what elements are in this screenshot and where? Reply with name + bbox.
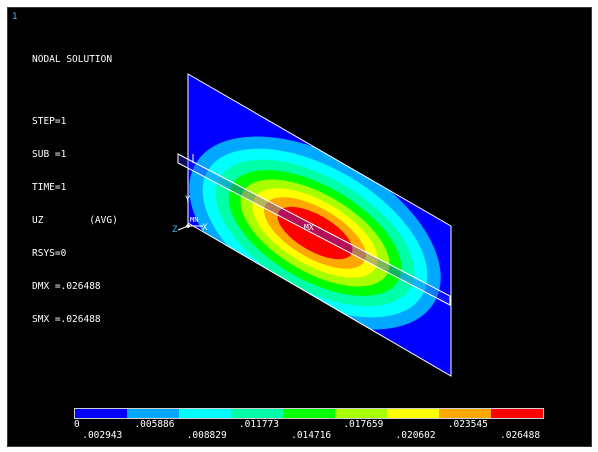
smx-label: SMX =.026488 [32,314,101,325]
coordinate-triad: Y X Z MN [172,195,208,235]
legend-swatch-5 [283,409,335,418]
color-legend-bar [74,408,544,419]
rsys-label: RSYS=0 [32,248,67,259]
graphics-window[interactable]: 1 NODAL SOLUTION STEP=1 SUB =1 TIME=1 UZ… [7,7,592,447]
plot-title: NODAL SOLUTION [32,54,113,65]
legend-tick-bottom-4: .020602 [395,430,436,441]
y-axis-label: Y [185,195,191,205]
step-label: STEP=1 [32,116,67,127]
result-item-label: UZ (AVG) [32,215,118,226]
legend-tick-bottom-3: .014716 [291,430,332,441]
window-number: 1 [12,12,18,22]
legend-tick-top-3: .011773 [238,419,279,430]
substep-label: SUB =1 [32,149,67,160]
legend-swatch-1 [75,409,127,418]
time-label: TIME=1 [32,182,67,193]
legend-tick-top-1: 0 [74,419,80,430]
legend-swatch-9 [491,409,543,418]
legend-tick-bottom-5: .026488 [500,430,541,441]
solution-info-panel: NODAL SOLUTION STEP=1 SUB =1 TIME=1 UZ (… [32,32,118,347]
x-axis-label: X [202,223,208,233]
legend-swatch-6 [335,409,387,418]
legend-swatch-4 [231,409,283,418]
legend-tick-top-2: .005886 [134,419,175,430]
legend-tick-bottom-1: .002943 [82,430,123,441]
plate-outline [187,73,452,377]
legend-swatch-7 [387,409,439,418]
legend-swatch-2 [127,409,179,418]
legend-swatch-3 [179,409,231,418]
contour-band-8 [277,206,353,260]
legend-tick-bottom-2: .008829 [186,430,227,441]
legend-tick-top-5: .023545 [447,419,488,430]
contour-plot: Y X Z MN MX [172,73,452,377]
legend-swatch-8 [439,409,491,418]
max-marker: MX [304,223,314,232]
dmx-label: DMX =.026488 [32,281,101,292]
z-axis-label: Z [172,225,178,235]
plate-contours [188,74,451,376]
legend-tick-top-4: .017659 [343,419,384,430]
stiffener-outline [177,153,451,306]
min-marker: MN [190,216,198,224]
